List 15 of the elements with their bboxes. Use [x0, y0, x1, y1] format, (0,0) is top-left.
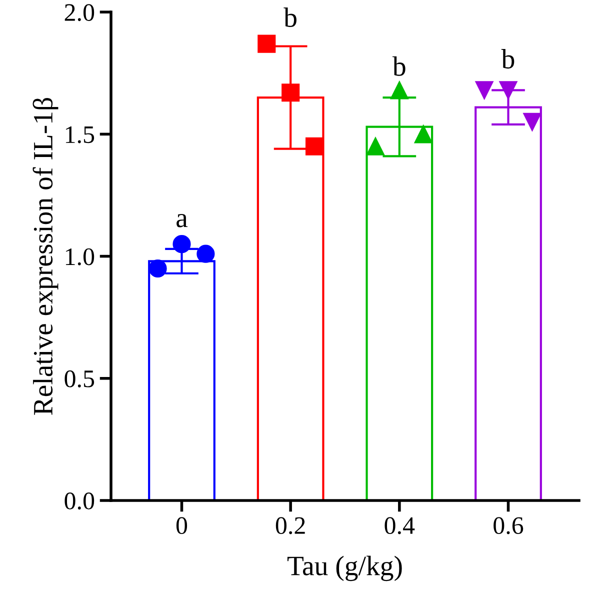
y-tick-label: 0.0 — [64, 492, 94, 510]
y-tick-label: 2.0 — [64, 4, 94, 22]
annotation: b — [284, 8, 296, 28]
y-tick-label: 1.5 — [66, 126, 94, 144]
x-tick-label: 0 — [176, 517, 188, 534]
annotation: b — [392, 56, 406, 76]
y-tick-label: 0.5 — [64, 370, 94, 388]
y-tick-label: 1.0 — [66, 248, 94, 266]
x-tick-label: 0.6 — [494, 517, 524, 534]
x-axis-title: Tau (g/kg) — [287, 556, 402, 582]
x-tick-label: 0.4 — [384, 517, 415, 534]
annotation: a — [176, 214, 188, 228]
annotation: b — [501, 49, 514, 69]
x-tick-label: 0.2 — [276, 517, 305, 534]
y-axis-title: Relative expression of IL-1β — [32, 98, 58, 415]
